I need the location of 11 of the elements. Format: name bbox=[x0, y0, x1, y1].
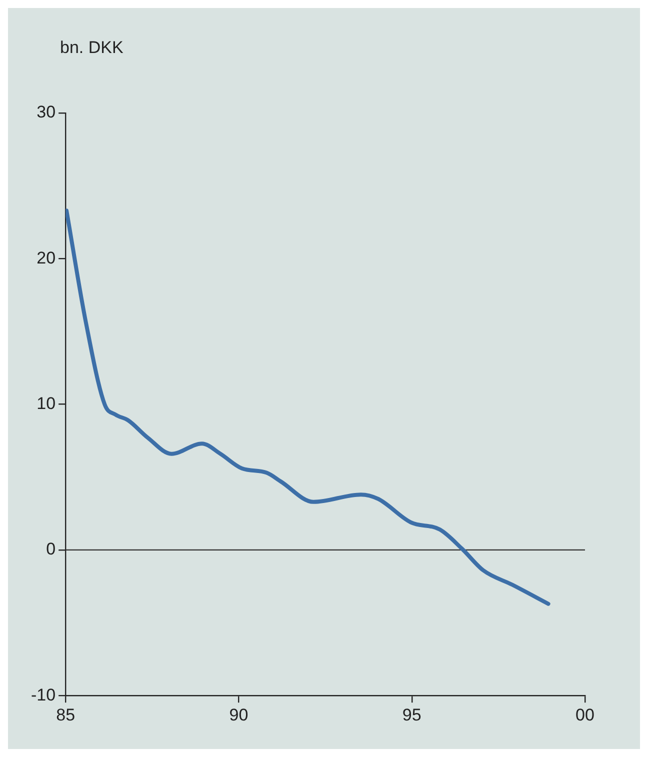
y-tick-label: 30 bbox=[36, 102, 56, 122]
x-tick-label: 90 bbox=[229, 705, 248, 724]
y-tick-label: 0 bbox=[46, 540, 56, 559]
x-tick-label: 00 bbox=[576, 705, 594, 724]
y-axis-title: bn. DKK bbox=[60, 38, 124, 57]
y-tick-label: 10 bbox=[36, 394, 56, 413]
line-series bbox=[66, 208, 550, 606]
y-tick-label: 20 bbox=[36, 248, 56, 268]
y-tick-label: -10 bbox=[30, 685, 56, 704]
x-tick-label: 85 bbox=[56, 705, 76, 724]
x-tick-label: 95 bbox=[402, 705, 422, 724]
